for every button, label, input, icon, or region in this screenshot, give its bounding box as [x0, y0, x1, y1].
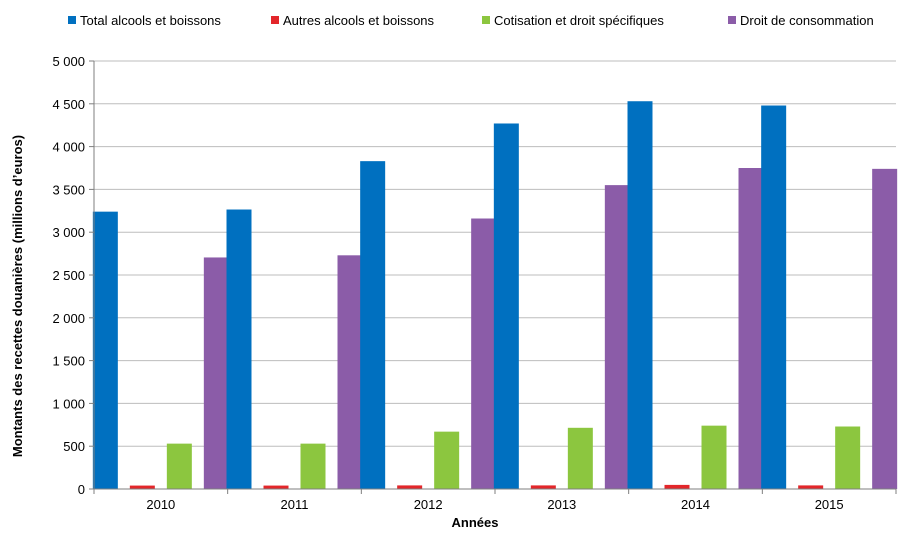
- x-tick-label: 2013: [547, 497, 576, 512]
- bar: [604, 185, 630, 489]
- x-tick-label: 2012: [414, 497, 443, 512]
- legend-swatch: [482, 16, 490, 24]
- legend-swatch: [728, 16, 736, 24]
- y-tick-labels: 0 500 1 000 1 500 2 000 2 500 3 000 3 500 4 000 4…: [52, 54, 94, 497]
- bar: [226, 209, 252, 490]
- y-axis-label: Montants des recettes douanières (millio…: [10, 135, 25, 457]
- x-tick-label: 2011: [281, 497, 309, 512]
- bar: [203, 257, 229, 489]
- bar: [397, 485, 423, 489]
- bar: [530, 485, 556, 489]
- bar: [263, 485, 289, 489]
- bar: [761, 105, 787, 490]
- legend-label: Autres alcools et boissons: [283, 13, 435, 28]
- y-tick-label: 3 000: [52, 225, 85, 240]
- y-tick-label: 500: [63, 439, 85, 454]
- y-tick-label: 5 000: [52, 54, 85, 69]
- bar: [300, 443, 326, 489]
- y-tick-label: 4 500: [52, 97, 85, 112]
- bar: [738, 168, 764, 489]
- y-tick-label: 2 000: [52, 311, 85, 326]
- bar: [166, 443, 192, 489]
- bar: [129, 485, 155, 489]
- bar: [360, 161, 386, 490]
- y-tick-label: 4 000: [52, 140, 85, 155]
- y-tick-label: 3 500: [52, 182, 85, 197]
- legend-label: Cotisation et droit spécifiques: [494, 13, 664, 28]
- bar: [835, 426, 861, 489]
- bar: [664, 484, 690, 489]
- x-tick-label: 2010: [146, 497, 175, 512]
- legend-label: Total alcools et boissons: [80, 13, 221, 28]
- bar: [493, 123, 519, 489]
- bar: [337, 255, 363, 489]
- bar: [92, 211, 118, 489]
- bar: [567, 427, 593, 489]
- x-tick-label: 2014: [681, 497, 710, 512]
- bars: [92, 101, 898, 490]
- bar: [627, 101, 653, 490]
- legend: Total alcools et boissons Autres alcools …: [68, 13, 874, 28]
- x-tick-label: 2015: [815, 497, 844, 512]
- bar: [798, 485, 824, 489]
- bar: [434, 431, 460, 489]
- y-tick-label: 2 500: [52, 268, 85, 283]
- bar: [872, 168, 898, 489]
- legend-swatch: [271, 16, 279, 24]
- legend-swatch: [68, 16, 76, 24]
- legend-label: Droit de consommation: [740, 13, 874, 28]
- x-axis-label: Années: [452, 515, 499, 530]
- bar: [471, 218, 497, 489]
- y-tick-label: 1 000: [52, 396, 85, 411]
- y-tick-label: 1 500: [52, 354, 85, 369]
- bar: [701, 425, 727, 489]
- y-tick-label: 0: [78, 482, 85, 497]
- x-tick-labels: 2010 2011 2012 2013 2014 2015: [93, 489, 897, 512]
